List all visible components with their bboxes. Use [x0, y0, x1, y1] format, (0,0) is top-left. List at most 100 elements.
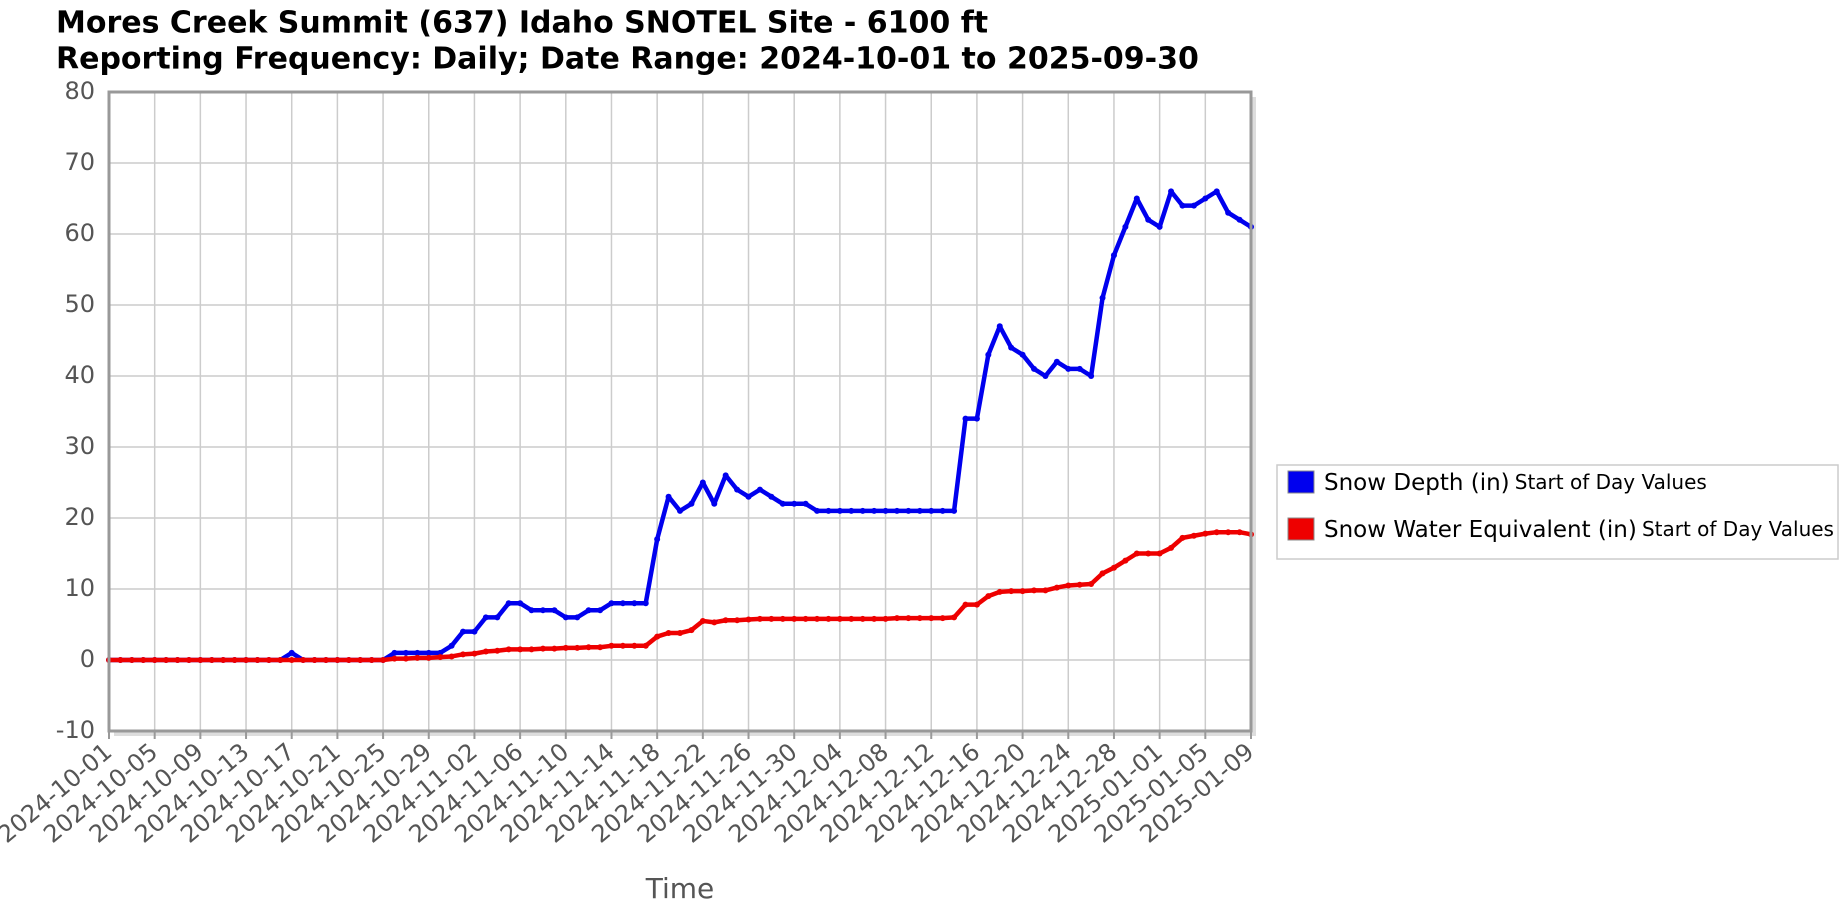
- point: [1190, 532, 1197, 539]
- point: [1133, 550, 1140, 557]
- point: [836, 507, 843, 514]
- point: [140, 657, 147, 663]
- point: [368, 657, 375, 663]
- point: [848, 507, 855, 514]
- point: [734, 617, 741, 624]
- point: [208, 657, 215, 663]
- point: [985, 593, 992, 600]
- point: [882, 615, 889, 622]
- point: [893, 615, 900, 622]
- point: [608, 642, 615, 649]
- point: [288, 649, 295, 656]
- legend-duration: Start of Day Values: [1515, 470, 1707, 494]
- point: [391, 649, 398, 656]
- point: [619, 642, 626, 649]
- y-tick-label: 70: [64, 148, 95, 176]
- point: [1236, 216, 1243, 223]
- point: [711, 500, 718, 507]
- point: [779, 615, 786, 622]
- point: [505, 600, 512, 607]
- point: [265, 657, 272, 663]
- point: [1145, 550, 1152, 557]
- point: [642, 600, 649, 607]
- point: [1122, 557, 1129, 564]
- point: [128, 657, 135, 663]
- chart-subtitle: Reporting Frequency: Daily; Date Range: …: [56, 42, 1199, 77]
- point: [916, 615, 923, 622]
- point: [1156, 550, 1163, 557]
- point: [962, 415, 969, 422]
- plot-border: [107, 90, 1253, 733]
- point: [1236, 529, 1243, 536]
- point: [197, 657, 204, 663]
- point: [300, 657, 307, 663]
- point: [117, 657, 124, 663]
- y-tick-label: 30: [64, 432, 95, 460]
- point: [1133, 195, 1140, 202]
- point: [1053, 358, 1060, 365]
- point: [231, 657, 238, 663]
- point: [425, 649, 432, 656]
- x-axis-label: Time: [645, 872, 715, 904]
- point: [277, 657, 284, 663]
- point: [1053, 584, 1060, 591]
- point: [414, 649, 421, 656]
- point: [1225, 209, 1232, 216]
- point: [699, 617, 706, 624]
- point: [928, 507, 935, 514]
- point: [951, 614, 958, 621]
- point: [905, 615, 912, 622]
- point: [402, 649, 409, 656]
- point: [722, 617, 729, 624]
- point: [597, 644, 604, 651]
- point: [768, 615, 775, 622]
- point: [597, 607, 604, 614]
- point: [1202, 195, 1209, 202]
- point: [791, 500, 798, 507]
- grid: [108, 91, 1252, 732]
- point: [1031, 365, 1038, 372]
- point: [825, 615, 832, 622]
- point: [528, 646, 535, 653]
- point: [585, 644, 592, 651]
- y-tick-label: 20: [64, 503, 95, 531]
- point: [414, 654, 421, 661]
- point: [391, 655, 398, 662]
- legend-swatch: [1287, 470, 1315, 494]
- point: [402, 655, 409, 662]
- point: [288, 657, 295, 663]
- y-tick-label: 10: [64, 574, 95, 602]
- point: [1065, 582, 1072, 589]
- point: [562, 644, 569, 651]
- point: [973, 415, 980, 422]
- point: [437, 654, 444, 661]
- point: [482, 648, 489, 655]
- point: [1213, 188, 1220, 195]
- point: [1179, 534, 1186, 541]
- point: [631, 600, 638, 607]
- point: [756, 486, 763, 493]
- legend-name: Snow Water Equivalent (in): [1324, 517, 1637, 543]
- point: [745, 616, 752, 623]
- point: [859, 507, 866, 514]
- point: [1019, 351, 1026, 358]
- point: [619, 600, 626, 607]
- legend-entries: Snow Depth (in) Start of Day ValuesSnow …: [1287, 470, 1834, 543]
- point: [482, 614, 489, 621]
- point: [688, 500, 695, 507]
- point: [1122, 223, 1129, 230]
- point: [494, 647, 501, 654]
- point: [151, 657, 158, 663]
- point: [745, 493, 752, 500]
- point: [836, 615, 843, 622]
- point: [608, 600, 615, 607]
- point: [357, 657, 364, 663]
- legend-label: Snow Water Equivalent (in) Start of Day …: [1324, 517, 1834, 543]
- point: [939, 615, 946, 622]
- point: [722, 472, 729, 479]
- point: [471, 628, 478, 635]
- point: [448, 642, 455, 649]
- point: [871, 615, 878, 622]
- point: [1042, 373, 1049, 379]
- y-tick-label: 60: [64, 219, 95, 247]
